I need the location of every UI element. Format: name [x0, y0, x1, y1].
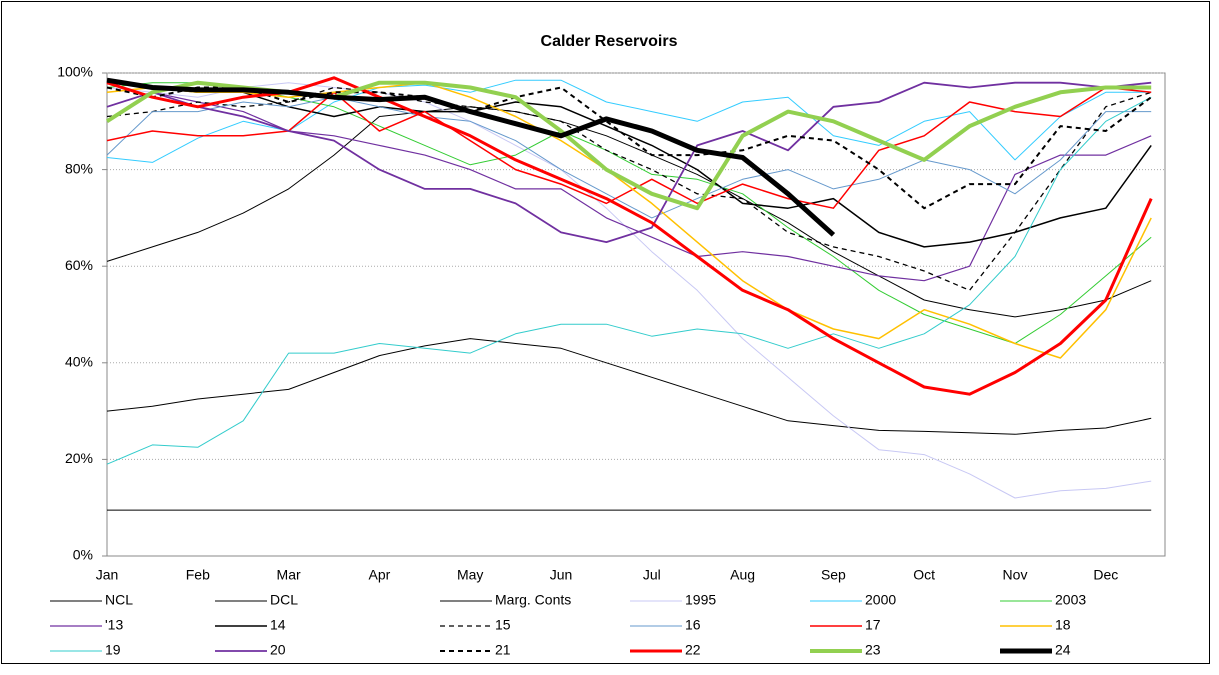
series-line	[106, 86, 1152, 210]
series-line	[106, 338, 1152, 435]
y-tick-label: 40%	[65, 354, 93, 370]
y-tick-label: 100%	[57, 64, 93, 80]
series-line	[106, 81, 1152, 243]
y-tick-label: 80%	[65, 160, 93, 176]
series-line	[106, 106, 1152, 318]
x-tick-label: May	[457, 567, 483, 583]
legend-label: 20	[270, 642, 286, 658]
y-tick-label: 0%	[73, 547, 93, 563]
legend-label: DCL	[270, 592, 298, 608]
series-line	[106, 96, 1152, 219]
legend-label: 14	[270, 617, 286, 633]
x-tick-label: Jan	[96, 567, 119, 583]
legend-label: 2003	[1055, 592, 1086, 608]
legend-label: 15	[495, 617, 511, 633]
series-line	[106, 81, 1152, 248]
legend-label: 18	[1055, 617, 1071, 633]
series-line	[106, 82, 1152, 499]
series-line	[106, 82, 1152, 344]
legend-label: 2000	[865, 592, 896, 608]
y-tick-label: 20%	[65, 450, 93, 466]
series-line	[106, 86, 1152, 209]
legend-label: '13	[105, 617, 123, 633]
legend-label: NCL	[105, 592, 133, 608]
series-line	[106, 86, 1152, 291]
legend-label: Marg. Conts	[495, 592, 571, 608]
legend-label: 22	[685, 642, 701, 658]
chart-title: Calder Reservoirs	[541, 33, 678, 50]
x-tick-label: Jun	[550, 567, 573, 583]
legend-label: 16	[685, 617, 701, 633]
x-tick-label: Mar	[277, 567, 301, 583]
x-tick-label: Sep	[821, 567, 846, 583]
series-line	[106, 77, 836, 237]
y-tick-label: 60%	[65, 257, 93, 273]
legend-label: 24	[1055, 642, 1071, 658]
x-tick-label: Oct	[913, 567, 935, 583]
series-line	[106, 81, 1152, 359]
series-line	[106, 96, 1152, 465]
x-tick-label: Apr	[369, 567, 391, 583]
legend-label: 23	[865, 642, 881, 658]
legend-label: 1995	[685, 592, 716, 608]
legend-label: 19	[105, 642, 121, 658]
x-tick-label: Dec	[1093, 567, 1118, 583]
legend-label: 17	[865, 617, 881, 633]
x-tick-label: Nov	[1003, 567, 1028, 583]
legend-label: 21	[495, 642, 511, 658]
x-tick-label: Aug	[730, 567, 755, 583]
x-tick-label: Feb	[186, 567, 210, 583]
x-tick-label: Jul	[643, 567, 661, 583]
